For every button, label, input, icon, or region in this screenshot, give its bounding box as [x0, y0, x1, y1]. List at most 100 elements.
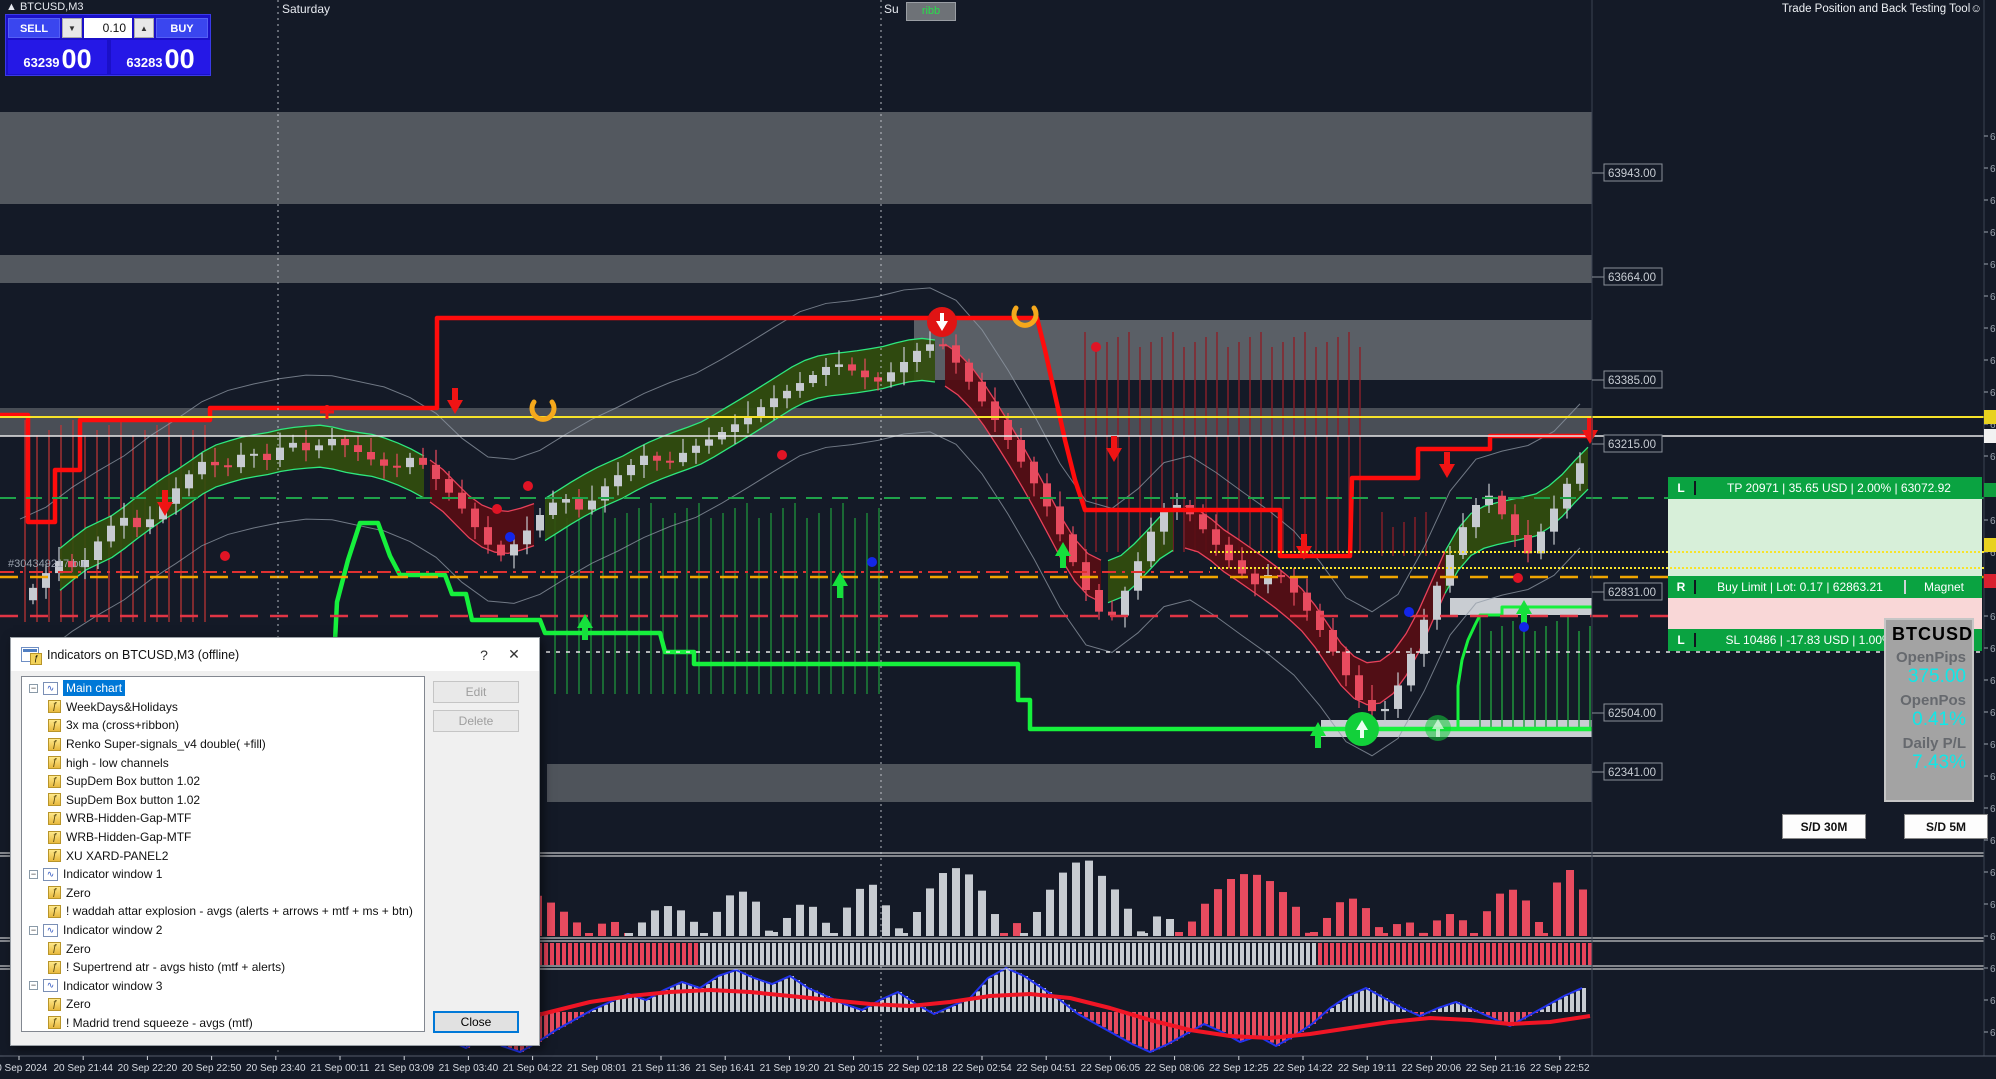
- chart-window-icon: ∿: [43, 681, 58, 695]
- svg-text:20 Sep 21:44: 20 Sep 21:44: [53, 1063, 113, 1074]
- tree-item-indicator[interactable]: ƒ Zero: [22, 939, 424, 958]
- svg-text:21 Sep 11:36: 21 Sep 11:36: [632, 1063, 691, 1074]
- tree-item-indicator[interactable]: ƒ Zero: [22, 884, 424, 903]
- tree-item-label: ! Supertrend atr - avgs histo (mtf + ale…: [66, 960, 286, 975]
- tree-item-indicator[interactable]: ƒ ! Madrid trend squeeze - avgs (mtf): [22, 1014, 424, 1031]
- tree-item-label: SupDem Box button 1.02: [66, 774, 201, 789]
- tree-item-label: Zero: [66, 997, 91, 1012]
- ribbon-toggle-button[interactable]: ribb: [906, 2, 956, 21]
- delete-button[interactable]: Delete: [433, 710, 519, 732]
- function-icon: ƒ: [48, 756, 61, 770]
- lot-size-input[interactable]: 0.10: [84, 18, 132, 38]
- tree-expand-icon[interactable]: −: [29, 682, 38, 693]
- sell-button[interactable]: SELL: [8, 18, 60, 38]
- tree-item-indicator[interactable]: ƒ SupDem Box button 1.02: [22, 772, 424, 791]
- svg-text:6: 6: [1990, 452, 1996, 463]
- tree-item-indicator[interactable]: ƒ SupDem Box button 1.02: [22, 791, 424, 810]
- dailypl-value: 7.43%: [1912, 752, 1966, 773]
- price-lines: #304349217 bu: [0, 416, 1984, 653]
- smiley-icon[interactable]: ☺: [1970, 3, 1982, 15]
- svg-text:22 Sep 19:11: 22 Sep 19:11: [1338, 1063, 1397, 1074]
- supdem-5m-button[interactable]: S/D 5M: [1904, 814, 1988, 839]
- svg-text:63664.00: 63664.00: [1608, 272, 1656, 284]
- tree-item-label: WRB-Hidden-Gap-MTF: [66, 830, 192, 845]
- tree-item-indicator[interactable]: ƒ Renko Super-signals_v4 double( +fill): [22, 735, 424, 754]
- svg-text:6: 6: [1990, 868, 1996, 879]
- indicator-tree-list[interactable]: − ∿ Main chart ƒ WeekDays&Holidays ƒ 3x ma (cr…: [21, 676, 425, 1032]
- svg-text:6: 6: [1990, 836, 1996, 847]
- openpips-label: OpenPips: [1895, 649, 1966, 666]
- function-icon: ƒ: [48, 960, 61, 974]
- tree-item-indicator[interactable]: ƒ ! Supertrend atr - avgs histo (mtf + al…: [22, 958, 424, 977]
- dialog-titlebar[interactable]: Indicators on BTCUSD,M3 (offline) ? ✕: [11, 638, 539, 671]
- symbol-info-panel: BTCUSD OpenPips 375.00 OpenPos 0.41% Dai…: [1884, 618, 1974, 802]
- tree-item-window[interactable]: − ∿ Main chart: [22, 679, 424, 698]
- lot-step-down[interactable]: ▼: [62, 18, 82, 38]
- svg-text:20 Sep 23:40: 20 Sep 23:40: [246, 1063, 306, 1074]
- svg-text:6: 6: [1990, 1028, 1996, 1039]
- buy-button[interactable]: BUY: [156, 18, 208, 38]
- tp-side-badge: L: [1668, 481, 1696, 495]
- svg-text:6: 6: [1990, 420, 1996, 431]
- close-button[interactable]: Close: [433, 1011, 519, 1033]
- tree-item-indicator[interactable]: ƒ WeekDays&Holidays: [22, 698, 424, 717]
- tree-item-window[interactable]: − ∿ Indicator window 3: [22, 977, 424, 996]
- tp-row[interactable]: L TP 20971 | 35.65 USD | 2.00% | 63072.9…: [1668, 477, 1982, 499]
- dialog-help-button[interactable]: ?: [480, 646, 488, 663]
- svg-text:22 Sep 08:06: 22 Sep 08:06: [1145, 1063, 1205, 1074]
- tree-item-window[interactable]: − ∿ Indicator window 2: [22, 921, 424, 940]
- svg-text:6: 6: [1990, 644, 1996, 655]
- lot-step-up[interactable]: ▲: [134, 18, 154, 38]
- edit-button[interactable]: Edit: [433, 681, 519, 703]
- svg-text:6: 6: [1990, 676, 1996, 687]
- svg-text:62341.00: 62341.00: [1608, 767, 1656, 779]
- svg-text:22 Sep 22:52: 22 Sep 22:52: [1530, 1063, 1590, 1074]
- tree-item-indicator[interactable]: ƒ ! waddah attar explosion - avgs (alerts…: [22, 902, 424, 921]
- svg-text:22 Sep 06:05: 22 Sep 06:05: [1081, 1063, 1141, 1074]
- tree-item-indicator[interactable]: ƒ WRB-Hidden-Gap-MTF: [22, 809, 424, 828]
- magnet-button[interactable]: Magnet: [1904, 580, 1982, 594]
- dialog-close-icon[interactable]: ✕: [508, 646, 520, 662]
- function-icon: ƒ: [48, 793, 61, 807]
- openpips-value: 375.00: [1907, 666, 1966, 687]
- svg-text:22 Sep 02:54: 22 Sep 02:54: [952, 1063, 1012, 1074]
- tree-item-indicator[interactable]: ƒ Zero: [22, 995, 424, 1014]
- collapse-icon[interactable]: ▲: [6, 1, 17, 13]
- tree-item-window[interactable]: − ∿ Indicator window 1: [22, 865, 424, 884]
- tree-expand-icon[interactable]: −: [29, 868, 38, 879]
- chart-window-icon: ∿: [43, 923, 58, 937]
- svg-text:21 Sep 16:41: 21 Sep 16:41: [695, 1063, 755, 1074]
- svg-text:22 Sep 14:22: 22 Sep 14:22: [1273, 1063, 1333, 1074]
- svg-text:6: 6: [1990, 356, 1996, 367]
- sell-price-display[interactable]: 63239 00: [8, 40, 107, 74]
- tree-item-label: Renko Super-signals_v4 double( +fill): [66, 737, 266, 752]
- svg-text:6: 6: [1990, 324, 1996, 335]
- tree-item-indicator[interactable]: ƒ WRB-Hidden-Gap-MTF: [22, 828, 424, 847]
- svg-text:6: 6: [1990, 516, 1996, 527]
- highlow-channels: [19, 287, 1581, 757]
- function-icon: ƒ: [48, 811, 61, 825]
- svg-text:20 Sep 2024: 20 Sep 2024: [0, 1063, 48, 1074]
- tree-expand-icon[interactable]: −: [29, 924, 38, 935]
- entry-row[interactable]: R Buy Limit | Lot: 0.17 | 62863.21 Magne…: [1668, 576, 1982, 598]
- svg-text:22 Sep 12:25: 22 Sep 12:25: [1209, 1063, 1269, 1074]
- tree-item-label: XU XARD-PANEL2: [66, 848, 169, 863]
- dialog-icon: [21, 647, 42, 665]
- svg-text:6: 6: [1990, 548, 1996, 559]
- tree-item-indicator[interactable]: ƒ XU XARD-PANEL2: [22, 846, 424, 865]
- function-icon: ƒ: [48, 737, 61, 751]
- trade-tool-title: Trade Position and Back Testing Tool☺: [1781, 3, 1982, 15]
- function-icon: ƒ: [48, 997, 61, 1011]
- svg-text:62831.00: 62831.00: [1608, 587, 1656, 599]
- supdem-30m-button[interactable]: S/D 30M: [1782, 814, 1866, 839]
- function-icon: ƒ: [48, 1016, 61, 1030]
- svg-text:6: 6: [1990, 260, 1996, 271]
- tree-item-indicator[interactable]: ƒ 3x ma (cross+ribbon): [22, 716, 424, 735]
- tree-item-label: Main chart: [63, 680, 126, 697]
- chart-symbol-title: ▲ BTCUSD,M3: [6, 1, 84, 13]
- buy-price-display[interactable]: 63283 00: [111, 40, 210, 74]
- tree-item-indicator[interactable]: ƒ high - low channels: [22, 753, 424, 772]
- tree-expand-icon[interactable]: −: [29, 980, 38, 991]
- svg-text:6: 6: [1990, 228, 1996, 239]
- tree-item-label: SupDem Box button 1.02: [66, 792, 201, 807]
